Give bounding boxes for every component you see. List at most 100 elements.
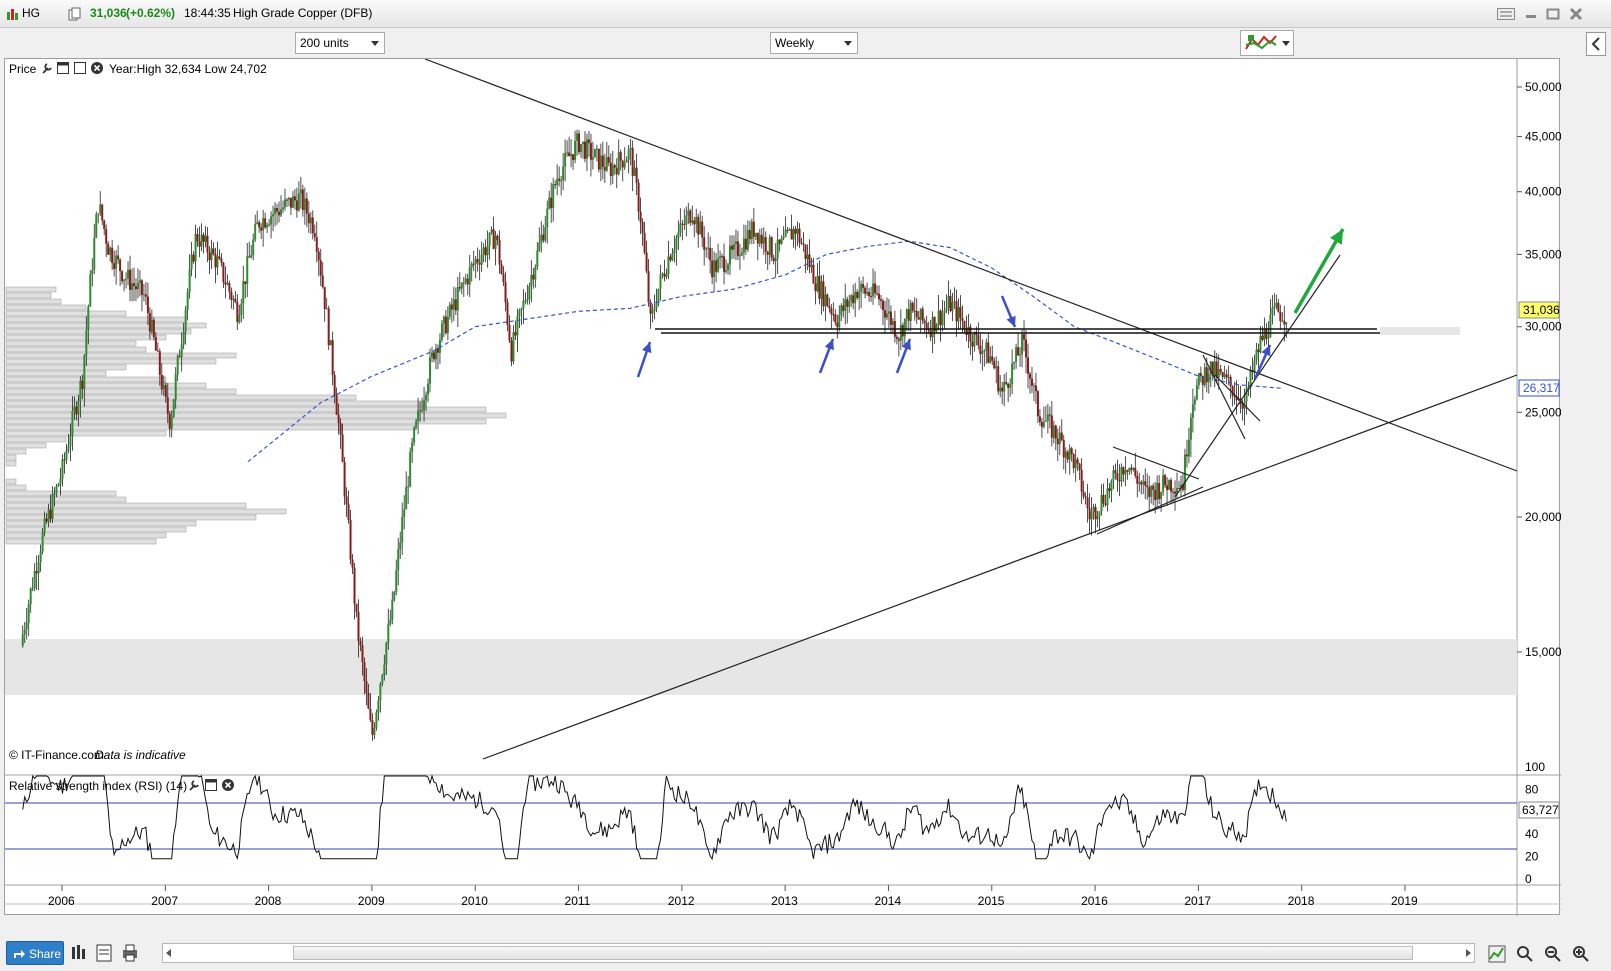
candle-body xyxy=(760,234,763,244)
candle-body xyxy=(63,459,66,461)
candle-body xyxy=(115,255,118,269)
candle-body xyxy=(742,238,745,253)
candle-body xyxy=(621,160,624,168)
candle-body xyxy=(287,197,290,200)
candle-body xyxy=(194,234,197,262)
candle-body xyxy=(919,308,922,320)
minimize-icon[interactable] xyxy=(1524,8,1538,20)
candle-body xyxy=(1116,473,1119,481)
candle-body xyxy=(570,154,573,157)
rsi-remove-icon[interactable] xyxy=(222,779,234,791)
wrench-icon[interactable] xyxy=(42,63,52,74)
candle-body xyxy=(1068,448,1071,460)
candle-body xyxy=(679,223,682,233)
rsi-wrench-icon[interactable] xyxy=(189,780,199,791)
compare-icon[interactable] xyxy=(70,944,86,962)
candle-body xyxy=(1271,307,1274,315)
candle-body xyxy=(129,269,132,290)
candle-body xyxy=(977,334,980,346)
candle-body xyxy=(345,496,348,505)
candle-body xyxy=(748,229,751,240)
x-tick-label: 2014 xyxy=(874,894,901,908)
candle-body xyxy=(295,200,298,211)
candle-body xyxy=(637,182,640,212)
candle-body xyxy=(413,427,416,443)
maximize-icon[interactable] xyxy=(1546,7,1560,21)
candle-body xyxy=(1082,491,1085,497)
chart-svg[interactable]: Price Year:High 32,634 Low 24,702 50,000… xyxy=(5,59,1561,916)
candle-body xyxy=(878,293,881,300)
candle-body xyxy=(442,316,445,324)
scroll-thumb[interactable] xyxy=(293,946,1413,960)
candle-body xyxy=(862,283,865,288)
close-icon[interactable] xyxy=(1568,6,1584,22)
candle-body xyxy=(643,233,646,253)
ma-tag-bg xyxy=(1518,379,1560,397)
candle-body xyxy=(343,462,346,497)
candle-body xyxy=(705,248,708,250)
print-icon[interactable] xyxy=(122,944,138,962)
candle-body xyxy=(719,256,722,259)
candle-body xyxy=(1090,511,1093,520)
candle-body xyxy=(623,162,626,168)
candle-body xyxy=(1056,438,1059,445)
scroll-right-icon[interactable] xyxy=(1466,949,1471,957)
moving-average-line xyxy=(247,240,1282,463)
zoom-in-icon[interactable] xyxy=(1572,945,1590,963)
period-select[interactable]: Weekly xyxy=(770,32,858,54)
candle-body xyxy=(252,239,255,256)
scroll-left-icon[interactable] xyxy=(166,949,171,957)
share-button[interactable]: Share xyxy=(6,941,64,965)
layout-icon[interactable] xyxy=(96,944,112,962)
candle-body xyxy=(655,303,658,309)
candle-body xyxy=(71,410,74,436)
candle-body xyxy=(472,263,475,265)
zoom-fit-icon[interactable] xyxy=(1516,945,1534,963)
candle-body xyxy=(214,254,217,268)
candle-body xyxy=(496,235,499,241)
candle-body xyxy=(274,208,277,215)
candle-body xyxy=(152,319,155,337)
candle-body xyxy=(887,311,890,314)
rect-icon[interactable] xyxy=(74,62,86,74)
volume-bar xyxy=(5,406,487,413)
indicators-button[interactable] xyxy=(1240,30,1294,56)
candle-body xyxy=(280,209,283,216)
rsi-window-icon[interactable] xyxy=(205,779,217,791)
candle-body xyxy=(701,221,704,238)
candle-body xyxy=(1084,496,1087,498)
candle-body xyxy=(995,366,998,369)
candle-body xyxy=(957,307,960,322)
candle-body xyxy=(891,321,894,325)
panel-toggle-icon[interactable] xyxy=(1586,32,1606,56)
keyboard-icon[interactable] xyxy=(1497,8,1515,20)
chart-area[interactable]: Price Year:High 32,634 Low 24,702 50,000… xyxy=(4,58,1561,916)
zoom-out-icon[interactable] xyxy=(1544,945,1562,963)
candle-body xyxy=(762,237,765,244)
time-scrollbar[interactable] xyxy=(162,943,1475,963)
candle-body xyxy=(691,220,694,223)
candle-body xyxy=(1277,302,1280,312)
candle-body xyxy=(190,254,193,270)
copy-icon[interactable] xyxy=(68,7,82,21)
units-select[interactable]: 200 units xyxy=(295,32,385,54)
candle-body xyxy=(1211,361,1214,376)
candle-body xyxy=(272,214,275,217)
candle-body xyxy=(669,256,672,261)
candle-body xyxy=(1132,467,1135,470)
candle-body xyxy=(510,340,513,362)
remove-icon[interactable] xyxy=(91,62,103,74)
price-change: (+0.62%) xyxy=(126,6,176,20)
candle-body xyxy=(25,622,28,630)
chart-settings-icon[interactable] xyxy=(1488,945,1506,963)
window-icon[interactable] xyxy=(57,62,69,74)
candle-body xyxy=(385,642,388,665)
candle-body xyxy=(800,242,803,244)
candle-body xyxy=(486,245,489,256)
candle-body xyxy=(502,273,505,283)
candle-body xyxy=(109,247,112,255)
candle-body xyxy=(375,712,378,729)
share-label: Share xyxy=(29,947,62,961)
candle-body xyxy=(1003,381,1006,392)
candle-body xyxy=(184,309,187,332)
